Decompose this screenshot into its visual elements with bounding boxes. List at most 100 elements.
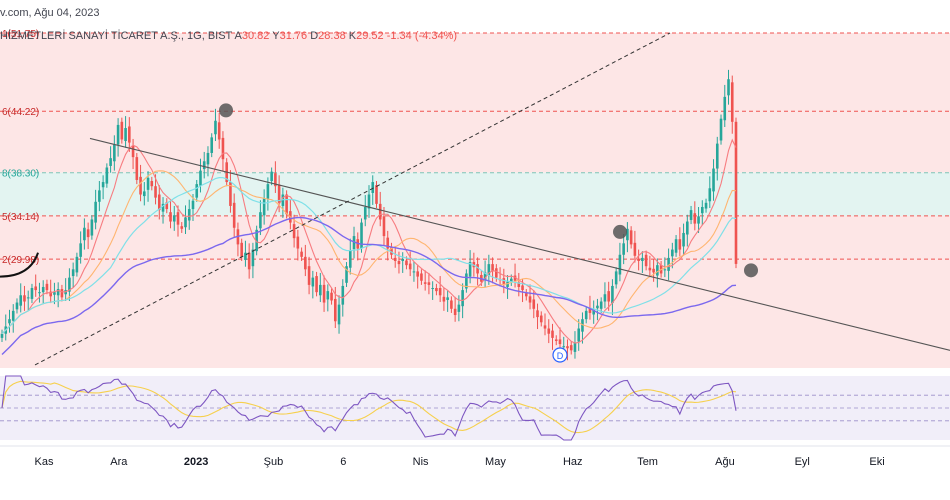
candle-body (322, 284, 326, 303)
candle-body (375, 185, 378, 204)
candle-body (513, 275, 517, 281)
candle-body (446, 297, 449, 300)
candle-body (296, 236, 300, 249)
candle-body (487, 264, 491, 276)
candle-body (719, 118, 723, 141)
candle-body (420, 273, 423, 281)
candle-body (307, 266, 311, 285)
candle-body (641, 257, 644, 262)
candle-body (150, 181, 154, 187)
candle-body (146, 177, 150, 190)
close-value: 29.52 (356, 30, 384, 42)
rsi-line (1, 375, 737, 441)
candle-body (614, 271, 618, 285)
candle-body (674, 239, 678, 253)
candle-body (506, 281, 509, 287)
candle-body (139, 176, 142, 195)
candle-body (633, 242, 637, 256)
candle-body (491, 264, 494, 272)
candle-body (611, 285, 614, 304)
candle-body (423, 282, 427, 284)
candle-body (199, 170, 202, 186)
candle-body (581, 319, 584, 332)
candle-body (348, 250, 352, 268)
candle-body (45, 283, 49, 291)
candle-body (727, 79, 730, 96)
candle-body (98, 190, 101, 202)
high-value: 31.76 (279, 30, 308, 42)
candle-body (689, 210, 693, 220)
candle-body (730, 82, 734, 122)
candle-body (326, 291, 330, 300)
candle-body (292, 224, 296, 239)
candle-body (41, 286, 45, 293)
candle-body (584, 310, 588, 320)
fib-zone-2 (0, 111, 950, 173)
touch-point-marker (613, 224, 627, 239)
candle-body (143, 191, 146, 197)
candle-body (465, 273, 468, 289)
candle-body (656, 265, 659, 276)
candle-body (90, 219, 94, 236)
drawn-bracket (0, 252, 39, 278)
candle-body (626, 228, 629, 241)
candle-body (405, 260, 408, 266)
symbol-legend: HİZMETLERİ SANAYİ TİCARET A.Ş., 1G, BIST… (0, 30, 457, 42)
candle-body (109, 158, 112, 166)
candle-body (60, 289, 64, 298)
candle-body (734, 121, 738, 264)
candle-body (34, 286, 38, 291)
candle-body (247, 252, 251, 270)
close-label: K (348, 30, 357, 42)
candle-body (596, 305, 599, 309)
candle-body (191, 200, 195, 210)
candle-body (667, 257, 670, 271)
candle-body (184, 217, 187, 228)
ascending-trendline (34, 32, 671, 366)
high-label: Y (272, 30, 280, 42)
candle-body (214, 120, 217, 135)
candle-body (113, 144, 116, 162)
candle-body (461, 290, 464, 307)
candle-body (648, 267, 652, 271)
candle-body (431, 288, 434, 290)
low-value: 28.38 (318, 30, 346, 42)
candle-body (483, 272, 487, 281)
candle-body (30, 288, 34, 299)
candle-body (390, 246, 393, 255)
candle-body (333, 298, 337, 322)
candle-body (693, 213, 697, 224)
candle-body (68, 277, 71, 292)
x-axis-tick-label: Tem (637, 456, 658, 468)
moving-average-long (1, 177, 737, 335)
candle-body (416, 271, 419, 277)
candle-body (277, 184, 281, 203)
candle-body (206, 152, 210, 165)
open-value: 30.82 (241, 30, 270, 42)
candle-body (131, 145, 135, 158)
touch-point-marker (219, 103, 233, 118)
x-axis-tick-label: Ara (110, 456, 128, 468)
candle-body (524, 293, 528, 297)
candle-body (386, 237, 390, 249)
candle-body (285, 194, 288, 215)
fib-level-label: 1(51.75) (2, 29, 39, 40)
candle-body (240, 242, 243, 257)
candle-body (618, 254, 622, 275)
moving-average-slow (1, 216, 737, 355)
candle-body (367, 194, 371, 209)
candle-body (176, 212, 180, 225)
candle-body (435, 288, 438, 292)
x-axis-tick-label: Nis (413, 456, 429, 468)
fib-zone-1 (0, 32, 950, 112)
candle-body (315, 276, 318, 293)
candle-body (221, 137, 225, 160)
candle-body (551, 330, 554, 338)
candle-body (438, 288, 442, 296)
candle-body (569, 345, 573, 351)
candle-body (637, 258, 640, 262)
dividend-badge (552, 347, 568, 363)
candle-body (94, 201, 97, 223)
x-axis-tick-label: Şub (264, 456, 284, 468)
